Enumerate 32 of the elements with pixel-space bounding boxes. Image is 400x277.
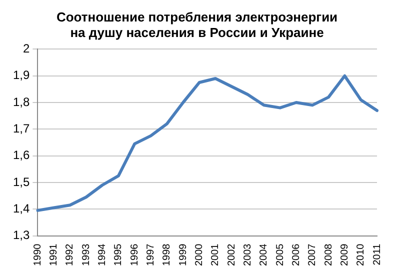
y-tick-label: 1,7 bbox=[12, 121, 30, 136]
x-tick-label: 2001 bbox=[210, 243, 222, 266]
x-tick-label: 2002 bbox=[226, 243, 238, 266]
x-tick-label: 1996 bbox=[129, 243, 140, 266]
x-tick-label: 1999 bbox=[178, 243, 189, 266]
x-tick-label: 2011 bbox=[372, 243, 383, 266]
x-tick-label: 1998 bbox=[162, 243, 173, 266]
x-tick-label: 2007 bbox=[307, 243, 318, 266]
y-tick-label: 1,4 bbox=[12, 201, 30, 216]
x-tick-label: 2008 bbox=[323, 243, 334, 266]
x-tick-label: 2005 bbox=[274, 243, 286, 266]
x-tick-label: 1994 bbox=[97, 243, 108, 266]
x-tick-label: 2010 bbox=[356, 243, 367, 266]
x-tick-label: 1993 bbox=[80, 243, 92, 266]
text: на душу населения в России и Украине bbox=[70, 24, 324, 40]
x-tick-label: 2006 bbox=[290, 243, 302, 266]
x-tick-label: 2003 bbox=[242, 243, 254, 266]
text: Соотношение потребления электроэнергии bbox=[56, 9, 338, 24]
x-tick-label: 1991 bbox=[48, 243, 60, 266]
x-tick-label: 1997 bbox=[146, 243, 157, 266]
y-tick-label: 1,9 bbox=[12, 68, 30, 82]
y-tick-label: 1,5 bbox=[12, 174, 30, 189]
x-tick-label: 2009 bbox=[339, 243, 350, 266]
y-tick-label: 1,6 bbox=[12, 148, 30, 162]
x-tick-label: 2000 bbox=[194, 243, 206, 266]
x-tick-label: 2004 bbox=[258, 243, 270, 266]
x-tick-label: 1992 bbox=[64, 243, 76, 266]
y-tick-label: 1,8 bbox=[12, 94, 30, 109]
y-tick-label: 1,3 bbox=[12, 228, 30, 242]
x-tick-label: 1995 bbox=[113, 243, 124, 266]
y-tick-label: 2 bbox=[22, 42, 30, 56]
x-tick-label: 1990 bbox=[32, 243, 44, 266]
